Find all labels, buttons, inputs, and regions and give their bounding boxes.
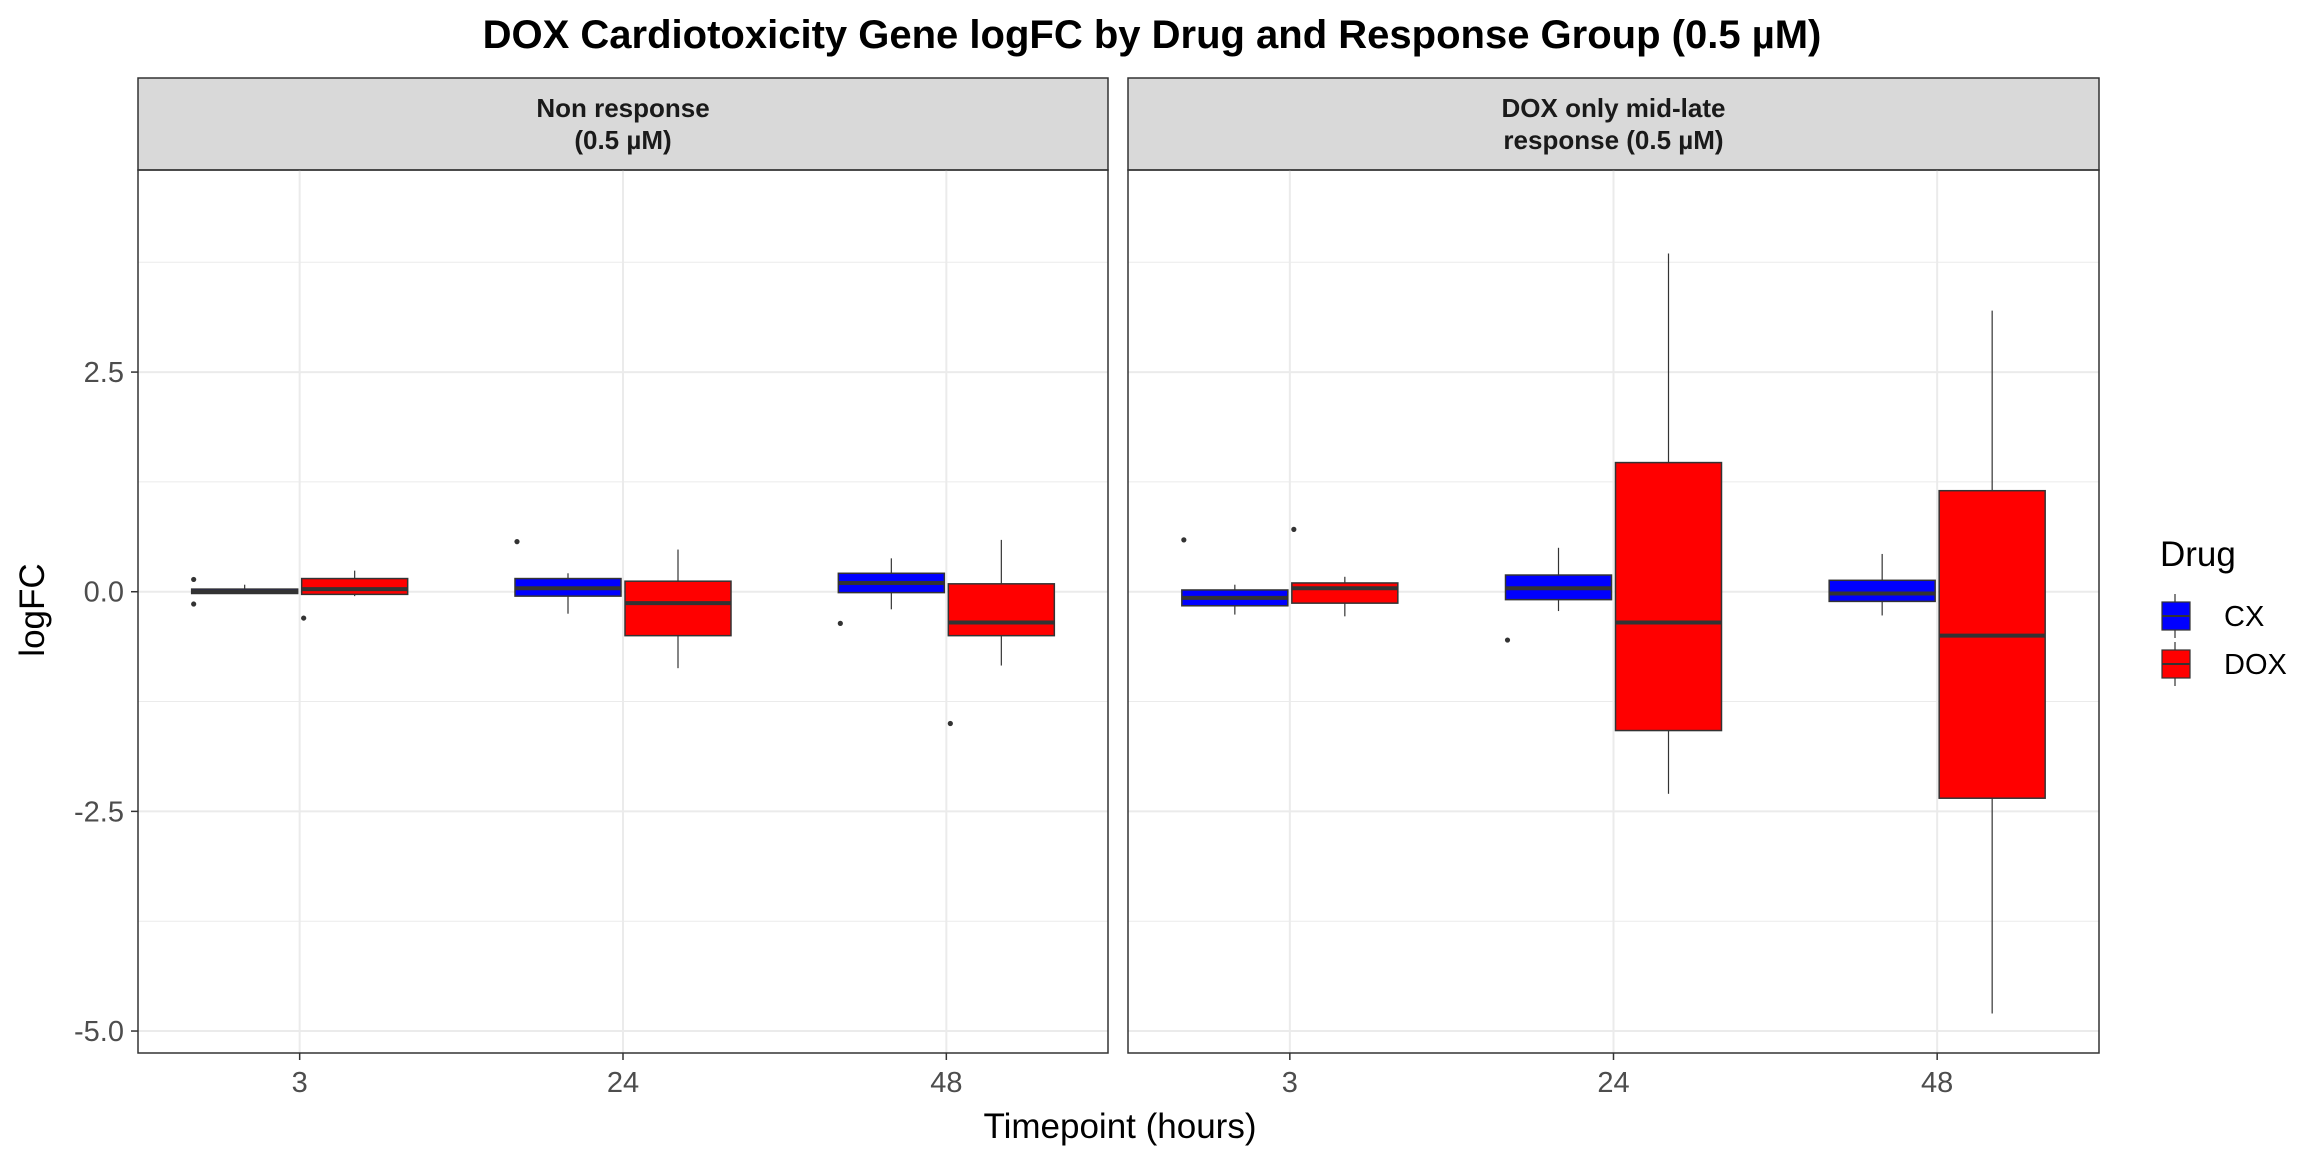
legend-label: DOX [2224,649,2287,681]
y-axis-title: logFC [13,563,52,656]
box-cx-24h [1504,547,1613,643]
y-tick-label: -2.5 [74,796,124,828]
x-tick-label: 3 [292,1067,308,1099]
legend-item-dox: DOX [2161,642,2287,686]
x-axis-title: Timepoint (hours) [984,1107,1257,1146]
outlier-point [514,539,520,545]
outlier-point [191,576,197,583]
x-tick-label: 24 [1597,1067,1629,1099]
box-cx-48h [837,558,946,626]
x-tick-label: 3 [1282,1067,1298,1099]
box-dox-48h [1938,310,2046,1014]
legend: Drug CX DOX [2160,535,2287,686]
strip-label-line: (0.5 µM) [574,125,671,155]
box-body [1938,489,2046,799]
strip-label-line: Non response [536,93,709,123]
box-cx-24h [514,539,622,614]
box-body [624,580,732,637]
y-tick-label: -5.0 [74,1016,124,1048]
facet-panel-2: DOX only mid-late response (0.5 µM) 3 24 48 [1127,77,2100,1099]
outlier-point [191,601,197,607]
box-body [300,577,409,596]
x-tick-label: 24 [607,1067,639,1099]
box-body [1614,461,1723,732]
box-dox-48h [947,539,1056,727]
box-dox-24h [624,549,732,669]
box-dox-3h [300,570,409,621]
box-cx-3h [1181,537,1289,615]
box-cx-3h [190,576,299,607]
legend-label: CX [2224,601,2264,633]
y-tick-label: 2.5 [84,357,124,389]
chart-title: DOX Cardiotoxicity Gene logFC by Drug an… [483,13,1822,57]
box-body [1828,579,1936,603]
legend-item-cx: CX [2161,594,2264,638]
outlier-point [1504,637,1511,643]
box-body [947,583,1056,637]
y-tick-label: 0.0 [84,577,124,609]
facet-strip-label: DOX only mid-late response (0.5 µM) [1502,93,1726,155]
strip-label-line: response (0.5 µM) [1503,125,1723,155]
outlier-point [837,620,843,626]
box-body [1291,582,1399,604]
outlier-point [301,615,307,621]
facet-strip-label: Non response (0.5 µM) [536,93,709,155]
box-dox-24h [1614,253,1723,794]
facet-strip [1127,77,2100,171]
legend-title: Drug [2160,535,2236,574]
y-axis: -5.0 -2.5 0.0 2.5 [74,357,138,1048]
facet-panel-1: Non response (0.5 µM) 3 24 48 [137,77,1109,1099]
x-tick-label: 48 [1921,1067,1953,1099]
outlier-point [1291,526,1297,532]
strip-label-line: DOX only mid-late [1502,93,1726,123]
outlier-point [1181,537,1187,543]
x-tick-label: 48 [930,1067,962,1099]
box-cx-48h [1828,553,1936,616]
outlier-point [947,720,953,727]
box-dox-3h [1291,526,1399,617]
facet-strip [137,77,1109,171]
